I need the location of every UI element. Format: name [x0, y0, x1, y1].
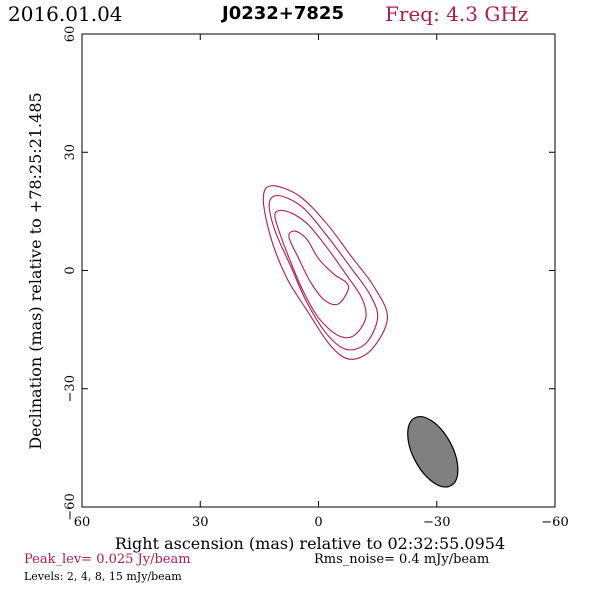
y-tick-label: 30: [63, 144, 78, 161]
x-tick-label: −30: [423, 515, 450, 530]
y-tick-label: −60: [63, 493, 78, 520]
x-axis-title: Right ascension (mas) relative to 02:32:…: [115, 534, 505, 553]
y-axis-title: Declination (mas) relative to +78:25:21.…: [26, 92, 45, 449]
contour-level-8: [274, 209, 367, 339]
beam-ellipse: [407, 416, 459, 488]
axes-group: 60 30 0 −30 −60 −60 −30 0 30 60: [63, 26, 569, 530]
x-tick-label: 0: [314, 515, 322, 530]
plot-frame: [81, 33, 556, 508]
y-tick-label: 0: [63, 266, 78, 274]
contour-level-4: [268, 194, 379, 351]
contour-level-15: [288, 230, 350, 306]
observation-date: 2016.01.04: [8, 2, 123, 26]
y-tick-label: 60: [63, 26, 78, 43]
contour-level-2: [262, 185, 389, 360]
beam-group: [407, 416, 459, 488]
x-tick-label: 60: [74, 515, 91, 530]
peak-level: Peak_lev= 0.025 Jy/beam: [24, 552, 191, 567]
x-tick-label: 30: [192, 515, 209, 530]
contour-levels: Levels: 2, 4, 8, 15 mJy/beam: [24, 570, 182, 583]
y-tick-label: −30: [63, 375, 78, 402]
frequency-label: Freq: 4.3 GHz: [385, 2, 529, 26]
contours-group: [262, 185, 389, 360]
source-name: J0232+7825: [222, 3, 344, 24]
rms-noise: Rms_noise= 0.4 mJy/beam: [314, 552, 490, 567]
x-tick-label: −60: [541, 515, 568, 530]
